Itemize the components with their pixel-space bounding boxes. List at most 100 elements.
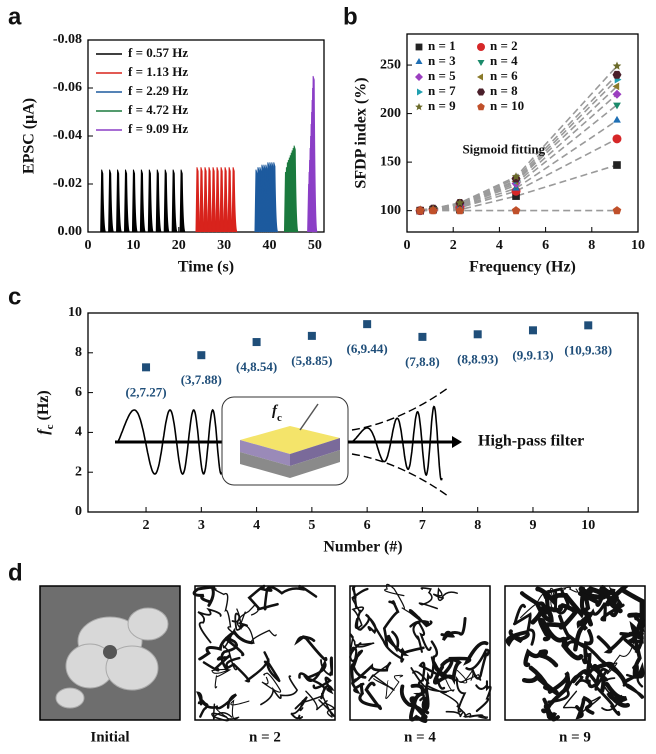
marker [612,61,622,70]
edge-stroke [619,627,644,644]
edge-stroke [358,681,383,711]
edge-stroke [211,668,232,689]
y-axis-label-part: c [44,424,56,429]
value-label: (4,8.54) [236,359,277,374]
value-label: (2,7.27) [125,384,166,399]
petal [127,607,169,641]
edge-stroke [263,651,281,683]
edge-stroke [369,618,405,663]
legend-marker [477,60,485,66]
edge-stroke [432,587,458,602]
y-tick-label: 4 [75,425,82,440]
edge-stroke [312,676,335,700]
value-label: (6,9.44) [347,341,388,356]
edge-stroke [596,620,644,654]
legend-label: n = 3 [428,53,456,68]
edge-stroke [305,690,335,718]
marker [612,89,622,99]
panel-label: c [8,283,21,310]
legend-label: n = 10 [490,98,524,113]
edge-stroke [200,693,237,710]
annotation: Sigmoid fitting [462,141,545,156]
edge-stroke [399,684,428,720]
edge-stroke [622,674,645,699]
x-tick-label: 8 [474,518,481,533]
spike [171,169,178,233]
y-tick-label: -0.02 [53,176,82,191]
edge-stroke [298,659,327,690]
edge-stroke [260,675,299,706]
x-tick-label: 40 [263,238,277,253]
marker [418,332,427,341]
edge-stroke [225,656,268,683]
edge-stroke [351,585,369,608]
marker [307,331,316,340]
x-tick-label: 8 [588,238,595,253]
image-caption: n = 4 [404,729,436,745]
spike [147,169,154,233]
marker [584,321,593,330]
x-tick-label: 10 [126,238,140,253]
edge-stroke [465,648,490,680]
x-axis-label: Time (s) [178,259,234,276]
panel-label: d [8,559,23,586]
edge-stroke [571,629,594,684]
annotation: High-pass filter [478,433,584,450]
x-tick-label: 2 [143,518,150,533]
legend-label: n = 5 [428,68,456,83]
marker [612,82,620,91]
marker [511,172,521,181]
legend-marker [415,58,423,64]
petal [55,687,85,709]
legend-marker [417,88,423,96]
x-tick-label: 2 [450,238,457,253]
edge-stroke [202,654,231,672]
x-tick-label: 0 [85,238,92,253]
x-tick-label: 0 [404,238,411,253]
flower-center [103,645,117,659]
value-label: (9,9.13) [512,347,553,362]
value-label: (10,9.38) [564,342,612,357]
edge-stroke [530,602,563,625]
value-label: (7,8.8) [405,354,440,369]
fit-line [420,85,618,212]
output-wave [351,405,443,481]
x-axis-label: Number (#) [323,539,402,556]
image-caption: n = 2 [249,729,281,745]
marker [511,206,521,215]
marker [142,363,151,372]
spike [163,169,170,233]
legend-marker [415,73,423,81]
x-axis-label: Frequency (Hz) [469,259,576,276]
legend-label: f = 9.09 Hz [128,121,188,136]
y-tick-label: -0.06 [53,80,82,95]
edge-stroke [541,671,571,714]
edge-stroke [505,629,530,647]
value-label: (8,8.93) [457,351,498,366]
plot-frame [406,33,639,233]
x-tick-label: 10 [631,238,645,253]
panel-label: b [343,3,358,30]
marker [197,351,206,360]
marker [613,115,621,123]
legend-label: n = 8 [490,83,518,98]
edge-stroke [574,695,595,720]
petal [105,645,159,691]
edge-stroke [542,697,560,722]
edge-stroke [577,602,625,634]
y-axis-label: SFDP index (%) [353,77,370,188]
edge-stroke [192,585,216,607]
arrow-head [452,436,462,448]
edge-stroke [215,699,250,720]
legend-label: f = 2.29 Hz [128,83,188,98]
edge-stroke [512,603,536,646]
x-tick-label: 6 [364,518,371,533]
edge-stroke [238,611,277,645]
marker [528,326,537,335]
device-base [240,450,340,478]
spike [116,169,122,233]
envelope-bottom [351,453,449,497]
marker [455,198,465,207]
x-tick-label: 4 [253,518,260,533]
